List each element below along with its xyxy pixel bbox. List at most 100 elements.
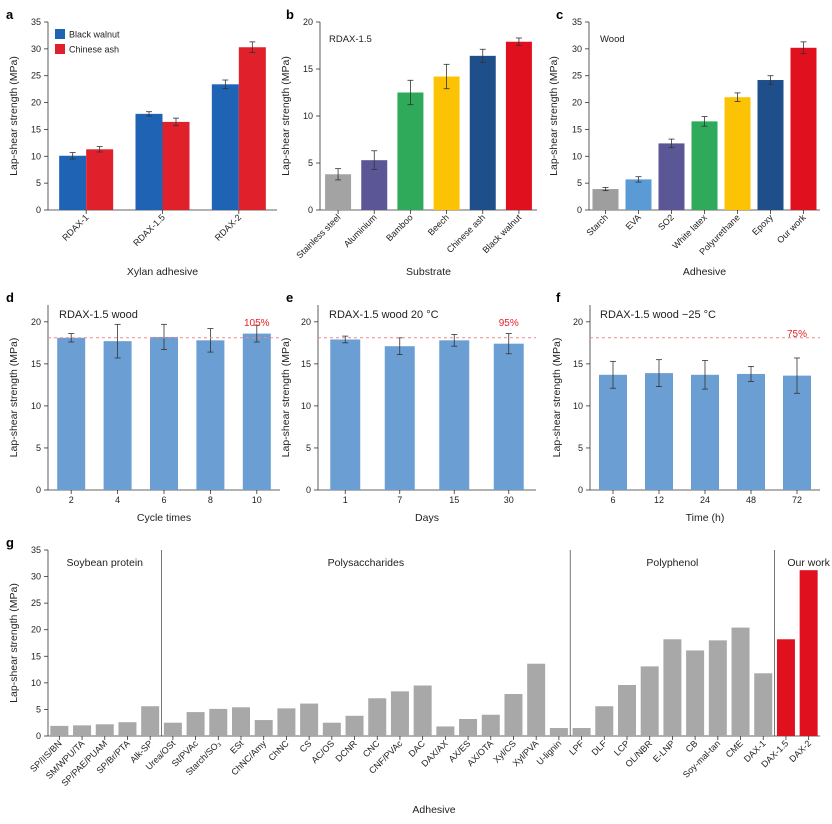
panel-b-inner-title: RDAX-1.5 <box>329 34 372 45</box>
panel-a: a 0 5 10 15 20 25 30 35 Lap-shear strength (MPa) X… <box>6 7 277 278</box>
panel-c-ytick-label: 35 <box>572 17 582 27</box>
panel-c-letter: c <box>556 7 563 22</box>
panel-d-inner-title: RDAX-1.5 wood <box>59 309 138 321</box>
panel-c-ytick-label: 25 <box>572 71 582 81</box>
panel-c-bar <box>625 179 652 210</box>
panel-g-bar <box>141 706 160 736</box>
panel-e-xtick-label: 1 <box>343 495 348 505</box>
panel-e-bar <box>330 339 361 490</box>
panel-g-bar <box>618 684 636 736</box>
panel-g-bar <box>663 639 682 736</box>
panel-c-bar <box>592 189 619 210</box>
panel-g-bar <box>368 698 387 736</box>
panel-g-xtick-label: E-LNP <box>651 738 677 764</box>
panel-e-ytick-label: 5 <box>306 443 311 453</box>
panel-c-bar <box>691 121 718 210</box>
panel-g-bar <box>708 640 727 736</box>
panel-e-bar <box>439 340 470 490</box>
panel-c-xtick-label: EVA <box>624 212 643 231</box>
panel-b-xlabel: Substrate <box>406 266 451 278</box>
panel-f-inner-title: RDAX-1.5 wood −25 °C <box>600 309 716 321</box>
panel-g-ylabel: Lap-shear strength (MPa) <box>8 583 20 703</box>
panel-g-bar <box>436 726 455 736</box>
panel-d-xtick-label: 8 <box>208 495 213 505</box>
panel-d-ytick-label: 10 <box>31 401 41 411</box>
panel-d-bar <box>242 333 271 490</box>
panel-c-bar <box>724 97 751 210</box>
panel-f-ytick-label: 20 <box>573 317 583 327</box>
panel-a-ytick-label: 15 <box>31 124 41 134</box>
panel-a-ytick-label: 30 <box>31 44 41 54</box>
panel-b-bar <box>433 76 460 211</box>
panel-f-bar <box>691 374 719 490</box>
panel-e-xtick-label: 15 <box>449 495 459 505</box>
panel-e-xtick-label: 7 <box>397 495 402 505</box>
panel-e-ytick-label: 0 <box>306 485 311 495</box>
panel-g-ytick-label: 35 <box>31 545 41 555</box>
panel-a-ylabel: Lap-shear strength (MPa) <box>8 56 20 176</box>
panel-g-group-label: Soybean protein <box>67 557 144 569</box>
panel-g-bar <box>254 720 273 736</box>
panel-d: d 0 5 10 15 20 Lap-shear strength (MPa) Cycle t… <box>6 290 280 524</box>
panel-b-ytick-label: 20 <box>303 17 313 27</box>
panel-g-bar <box>73 725 92 736</box>
panel-g-bar <box>118 722 137 736</box>
panel-g-bar <box>413 685 432 736</box>
panel-c-inner-title: Wood <box>600 34 625 45</box>
panel-d-annotation: 105% <box>244 318 270 329</box>
panel-b-bar <box>505 41 532 210</box>
panel-g: g 0 5 10 15 20 25 30 35 Lap-shear strength (MPa) A… <box>6 535 831 816</box>
panel-c-xtick-label: SO2 <box>656 212 676 232</box>
panel-c-ytick-label: 15 <box>572 124 582 134</box>
panel-a-legend-label: Chinese ash <box>69 45 119 55</box>
panel-f-xlabel: Time (h) <box>686 512 725 524</box>
panel-g-xtick-label: DCNR <box>333 738 359 764</box>
panel-d-ytick-label: 5 <box>36 443 41 453</box>
panel-f-xtick-label: 24 <box>700 495 710 505</box>
panel-g-group-label: Polysaccharides <box>328 557 404 569</box>
panel-g-xtick-label: CS <box>298 738 314 754</box>
panel-c-ylabel: Lap-shear strength (MPa) <box>548 56 560 176</box>
panel-c-ytick-label: 0 <box>577 205 582 215</box>
panel-e-bar <box>384 346 415 490</box>
panel-g-xlabel: Adhesive <box>412 804 455 816</box>
panel-f-xtick-label: 6 <box>610 495 615 505</box>
panel-f: f 0 5 10 15 20 Lap-shear strength (MPa) Time (h… <box>551 290 820 524</box>
panel-b-letter: b <box>286 7 294 22</box>
panel-a-bar <box>86 149 114 210</box>
panel-a-ytick-label: 5 <box>36 178 41 188</box>
panel-g-bar <box>481 714 500 736</box>
panel-f-ytick-label: 10 <box>573 401 583 411</box>
panel-g-xtick-label: ChNC <box>266 738 291 763</box>
panel-d-xtick-label: 6 <box>161 495 166 505</box>
panel-g-letter: g <box>6 535 14 550</box>
panel-g-ytick-label: 25 <box>31 598 41 608</box>
panel-g-ytick-label: 0 <box>36 731 41 741</box>
panel-g-xtick-label: DLF <box>590 738 609 757</box>
panel-c-bar <box>658 143 685 210</box>
panel-g-bar <box>527 663 546 736</box>
panel-d-ytick-label: 20 <box>31 317 41 327</box>
panel-e-ylabel: Lap-shear strength (MPa) <box>280 338 292 458</box>
panel-g-xtick-label: DAX-2 <box>787 738 813 764</box>
panel-f-ytick-label: 5 <box>578 443 583 453</box>
panel-d-xtick-label: 10 <box>252 495 262 505</box>
panel-g-xtick-label: U-lignin <box>535 738 564 767</box>
panel-g-bar <box>345 715 364 736</box>
panel-c-ytick-label: 30 <box>572 44 582 54</box>
panel-g-bar <box>731 627 750 736</box>
panel-f-letter: f <box>556 290 561 305</box>
panel-a-ytick-label: 0 <box>36 205 41 215</box>
panel-f-xtick-label: 72 <box>792 495 802 505</box>
panel-f-ylabel: Lap-shear strength (MPa) <box>551 338 563 458</box>
panel-a-ytick-label: 25 <box>31 71 41 81</box>
panel-b-bar <box>397 92 424 210</box>
panel-f-ytick-label: 0 <box>578 485 583 495</box>
panel-b-xtick-label: Bamboo <box>384 212 415 243</box>
panel-e-letter: e <box>286 290 293 305</box>
panel-g-bar <box>595 706 614 736</box>
panel-d-xlabel: Cycle times <box>137 512 191 524</box>
panel-a-bar <box>59 155 87 210</box>
panel-f-xtick-label: 12 <box>654 495 664 505</box>
